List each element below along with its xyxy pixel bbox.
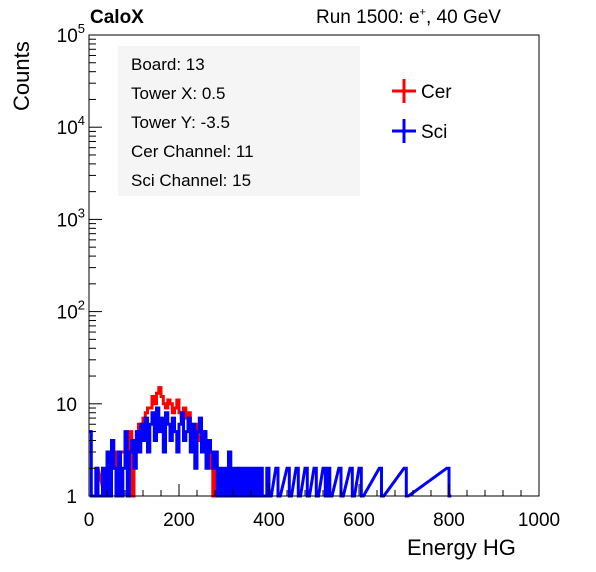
x-tick-label: 0 (84, 510, 95, 531)
run-prefix: Run 1500: e (316, 7, 420, 28)
series-line-sci (89, 406, 452, 498)
run-suffix: , 40 GeV (425, 7, 501, 28)
info-box (118, 46, 360, 196)
legend-label: Cer (421, 82, 452, 103)
x-axis-label: Energy HG (407, 535, 516, 560)
info-line: Tower Y: -3.5 (131, 113, 230, 132)
plot-frame (88, 34, 540, 497)
legend-label: Sci (421, 122, 447, 143)
info-line: Sci Channel: 15 (131, 171, 251, 190)
legend: Cer Sci (392, 79, 452, 143)
y-tick-label: 1 (66, 487, 77, 508)
info-text-layer: Board: 13 Tower X: 0.5 Tower Y: -3.5 Cer Ch… (131, 55, 254, 190)
run-charge-sup: + (419, 6, 426, 19)
y-tick-label: 104 (57, 113, 85, 139)
info-line: Tower X: 0.5 (131, 84, 226, 103)
x-tick-label: 800 (433, 510, 465, 531)
y-tick-label: 10 (56, 395, 77, 416)
x-tick-label: 600 (343, 510, 375, 531)
run-info-label: Run 1500: e+, 40 GeV (316, 7, 501, 29)
info-line: Board: 13 (131, 55, 205, 74)
axis-layer: 0 200 400 600 800 1000 1 10 102 103 104 105 (56, 21, 560, 531)
x-tick-label: 1000 (518, 510, 560, 531)
series-layer (89, 386, 452, 498)
x-tick-label: 200 (163, 510, 195, 531)
experiment-label: CaloX (90, 7, 144, 28)
info-line: Cer Channel: 11 (131, 142, 254, 161)
x-tick-label: 400 (253, 510, 285, 531)
y-tick-label: 103 (57, 205, 85, 231)
y-tick-label: 102 (57, 298, 85, 324)
y-tick-label: 105 (57, 21, 85, 47)
